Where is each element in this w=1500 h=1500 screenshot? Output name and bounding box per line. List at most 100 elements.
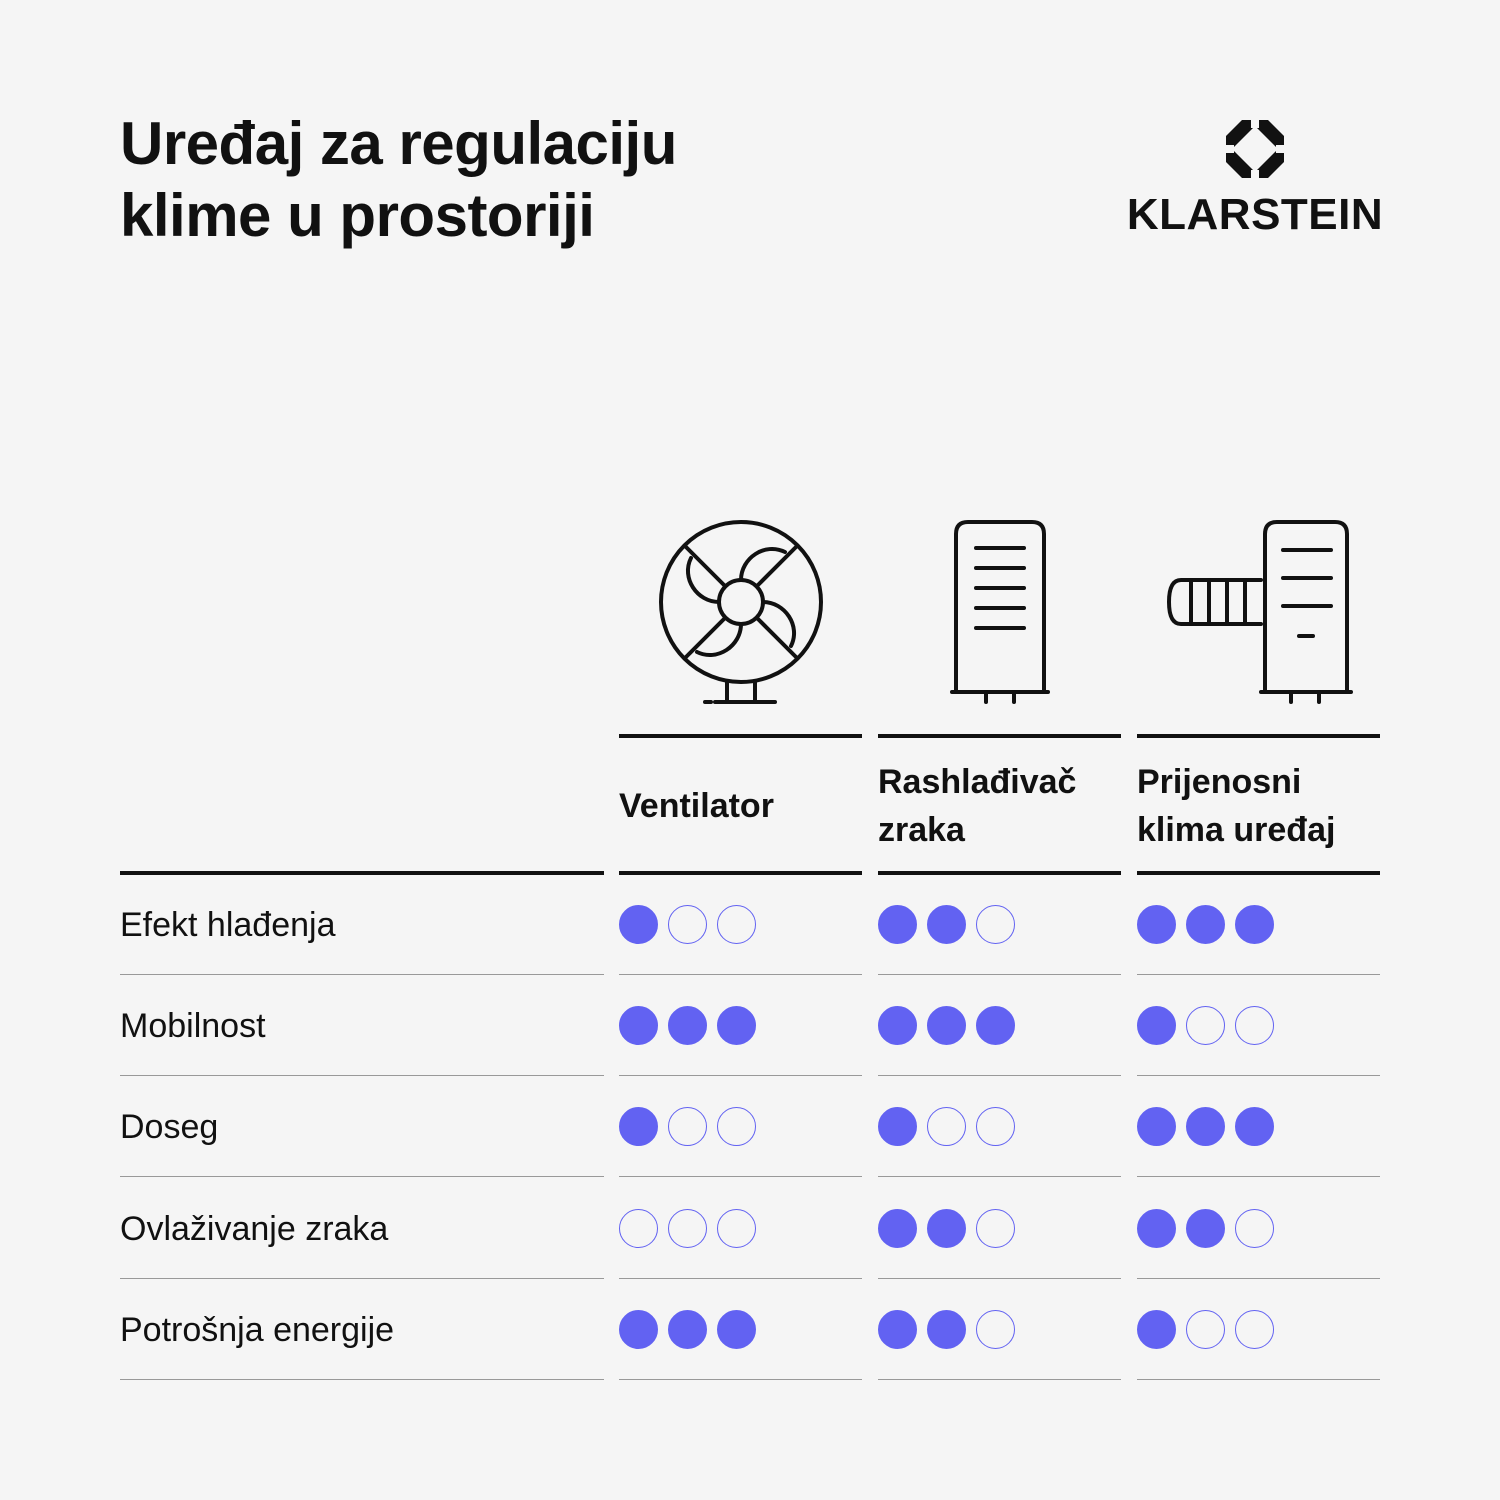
rating-dots: [878, 1006, 1015, 1046]
row-divider: [878, 974, 1121, 975]
rating-dots: [619, 1107, 756, 1147]
row-divider: [619, 1075, 862, 1077]
rating-dot-empty: [668, 1107, 707, 1147]
rating-dot-filled: [927, 905, 966, 944]
column-header-portable-ac: Prijenosni klima uređaj: [1137, 763, 1336, 849]
rating-dot-empty: [927, 1107, 966, 1147]
rating-dot-filled: [878, 1309, 917, 1349]
rating-dots: [878, 1309, 1015, 1349]
rating-dot-filled: [619, 1309, 658, 1349]
rating-dot-filled: [668, 1309, 707, 1349]
rating-dot-empty: [717, 1208, 756, 1248]
klarstein-logo-icon: [1224, 118, 1286, 180]
brand-name: KLARSTEIN: [1126, 190, 1384, 239]
header-rule-3: [1137, 871, 1380, 875]
column-rule-top-1: [619, 734, 862, 738]
rating-dot-filled: [1137, 1309, 1176, 1349]
row-label: Efekt hlađenja: [120, 906, 336, 944]
row-divider: [120, 1075, 604, 1077]
rating-dot-empty: [668, 905, 707, 944]
rating-dots: [878, 1107, 1015, 1147]
rating-dots: [878, 1208, 1015, 1248]
rating-dot-empty: [976, 1208, 1015, 1248]
title-line-2: klime u prostoriji: [120, 182, 595, 249]
rating-dot-filled: [976, 1006, 1015, 1046]
title-line-1: Uređaj za regulaciju: [120, 110, 677, 177]
rating-dot-empty: [717, 1107, 756, 1147]
header-rule-2: [878, 871, 1121, 875]
header-rule-label: [120, 871, 604, 875]
rating-dot-empty: [1186, 1006, 1225, 1046]
rating-dot-filled: [1235, 905, 1274, 944]
column-header-air-cooler: Rashlađivač zraka: [878, 763, 1077, 849]
rating-dot-filled: [1137, 1006, 1176, 1046]
rating-dot-filled: [717, 1006, 756, 1046]
brand-logo: KLARSTEIN: [1120, 118, 1390, 240]
row-divider: [1137, 1176, 1380, 1178]
row-divider: [120, 1277, 604, 1279]
rating-dot-filled: [619, 905, 658, 944]
rating-dot-filled: [717, 1309, 756, 1349]
rating-dot-filled: [927, 1006, 966, 1046]
rating-dot-filled: [619, 1107, 658, 1147]
column-rule-top-2: [878, 734, 1121, 738]
row-label: Potrošnja energije: [120, 1310, 395, 1349]
row-divider: [1137, 1378, 1380, 1380]
rating-dot-filled: [1137, 905, 1176, 944]
rating-dot-empty: [717, 905, 756, 944]
rating-dot-empty: [1235, 1309, 1274, 1349]
rating-dot-empty: [619, 1208, 658, 1248]
rating-dots: [1137, 905, 1274, 944]
row-divider: [619, 1277, 862, 1279]
rating-dots: [619, 1006, 756, 1046]
rating-dot-empty: [976, 1309, 1015, 1349]
column-header-ventilator: Ventilator: [619, 787, 774, 825]
header-rule-1: [619, 871, 862, 875]
row-divider: [619, 974, 862, 975]
page-title: Uređaj za regulaciju klime u prostoriji: [120, 108, 677, 252]
row-divider: [878, 1176, 1121, 1178]
row-divider: [120, 1378, 604, 1380]
rating-dot-filled: [878, 1208, 917, 1248]
rating-dots: [619, 1309, 756, 1349]
rating-dot-empty: [668, 1208, 707, 1248]
row-divider: [878, 1378, 1121, 1380]
rating-dot-filled: [927, 1208, 966, 1248]
rating-dot-filled: [1137, 1208, 1176, 1248]
row-divider: [120, 974, 604, 975]
portable-ac-icon: [1166, 520, 1353, 704]
fan-icon: [659, 520, 823, 704]
rating-dot-filled: [1235, 1107, 1274, 1147]
row-divider: [1137, 974, 1380, 975]
row-label: Doseg: [120, 1108, 219, 1147]
row-divider: [878, 1075, 1121, 1077]
rating-dots: [1137, 1006, 1274, 1046]
rating-dot-filled: [1137, 1107, 1176, 1147]
row-divider: [1137, 1075, 1380, 1077]
rating-dot-filled: [878, 1006, 917, 1046]
rating-dot-filled: [668, 1006, 707, 1046]
column-rule-top-3: [1137, 734, 1380, 738]
rating-dot-empty: [976, 1107, 1015, 1147]
rating-dot-empty: [1235, 1006, 1274, 1046]
row-divider: [619, 1176, 862, 1178]
row-divider: [1137, 1277, 1380, 1279]
rating-dot-filled: [1186, 1208, 1225, 1248]
row-label: Ovlaživanje zraka: [120, 1209, 389, 1248]
row-divider: [120, 1176, 604, 1178]
rating-dot-filled: [878, 1107, 917, 1147]
rating-dot-empty: [976, 905, 1015, 944]
rating-dot-empty: [1235, 1208, 1274, 1248]
rating-dots: [1137, 1208, 1274, 1248]
rating-dots: [1137, 1309, 1274, 1349]
rating-dot-filled: [1186, 1107, 1225, 1147]
row-label: Mobilnost: [120, 1007, 266, 1046]
rating-dot-filled: [927, 1309, 966, 1349]
rating-dots: [619, 1208, 756, 1248]
row-divider: [619, 1378, 862, 1380]
rating-dot-empty: [1186, 1309, 1225, 1349]
rating-dot-filled: [1186, 905, 1225, 944]
rating-dot-filled: [619, 1006, 658, 1046]
rating-dot-filled: [878, 905, 917, 944]
air-cooler-icon: [950, 520, 1050, 704]
